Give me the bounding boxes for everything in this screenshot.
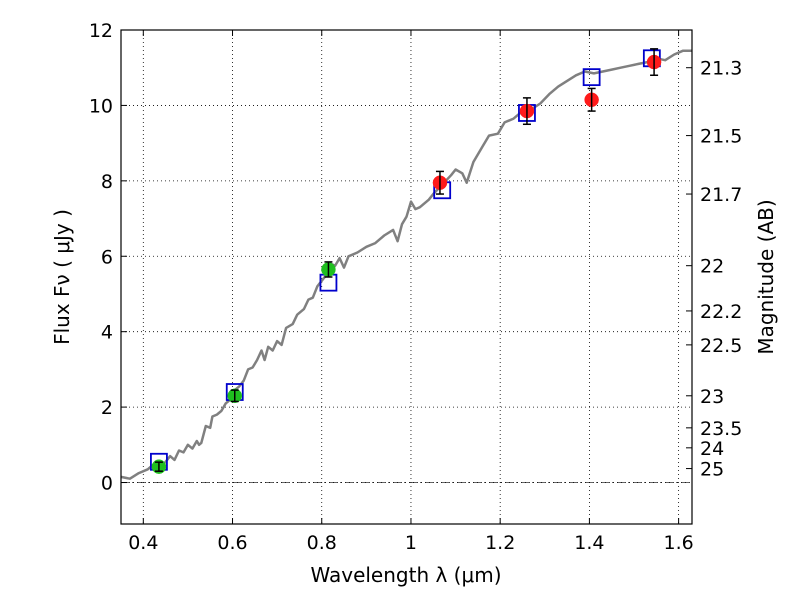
y-axis-label: Flux Fν ( μJy ) xyxy=(50,209,74,345)
y-tick-label: 4 xyxy=(101,322,113,344)
y-tick-label: 10 xyxy=(89,95,113,117)
y-tick-label: 12 xyxy=(89,20,113,42)
x-tick-label: 1 xyxy=(405,532,417,554)
y-tick-label: 8 xyxy=(101,171,113,193)
mag-tick-label: 21.5 xyxy=(700,126,742,148)
x-tick-label: 0.4 xyxy=(128,532,158,554)
mag-tick-label: 23.5 xyxy=(700,418,742,440)
mag-tick-label: 22.5 xyxy=(700,335,742,357)
y-tick-label: 6 xyxy=(101,246,113,268)
model-photometry-square xyxy=(582,68,601,87)
x-tick-label: 1.6 xyxy=(664,532,694,554)
y2-axis-label: Magnitude (AB) xyxy=(754,199,778,354)
series-layer xyxy=(120,48,692,480)
mag-tick-label: 22.2 xyxy=(700,301,742,323)
mag-tick-label: 21.3 xyxy=(700,58,742,80)
x-tick-label: 1.4 xyxy=(574,532,604,554)
mag-tick-label: 22 xyxy=(700,256,724,278)
mag-tick-label: 24 xyxy=(700,438,724,460)
x-tick-label: 1.2 xyxy=(485,532,515,554)
y-tick-label: 2 xyxy=(101,397,113,419)
ticks: 0.4 0.6 0.8 1 1.2 1.4 1.602468101221.321.521.7… xyxy=(89,20,743,554)
plot-frame xyxy=(120,29,693,525)
x-axis-label: Wavelength λ (μm) xyxy=(310,563,501,587)
model-sed-line xyxy=(120,49,692,480)
y-tick-label: 0 xyxy=(101,473,113,495)
plot-background xyxy=(121,30,692,524)
x-tick-label: 0.6 xyxy=(217,532,247,554)
mag-tick-label: 25 xyxy=(700,459,724,481)
mag-tick-label: 21.7 xyxy=(700,184,742,206)
mag-tick-label: 23 xyxy=(700,386,724,408)
x-tick-label: 0.8 xyxy=(307,532,337,554)
